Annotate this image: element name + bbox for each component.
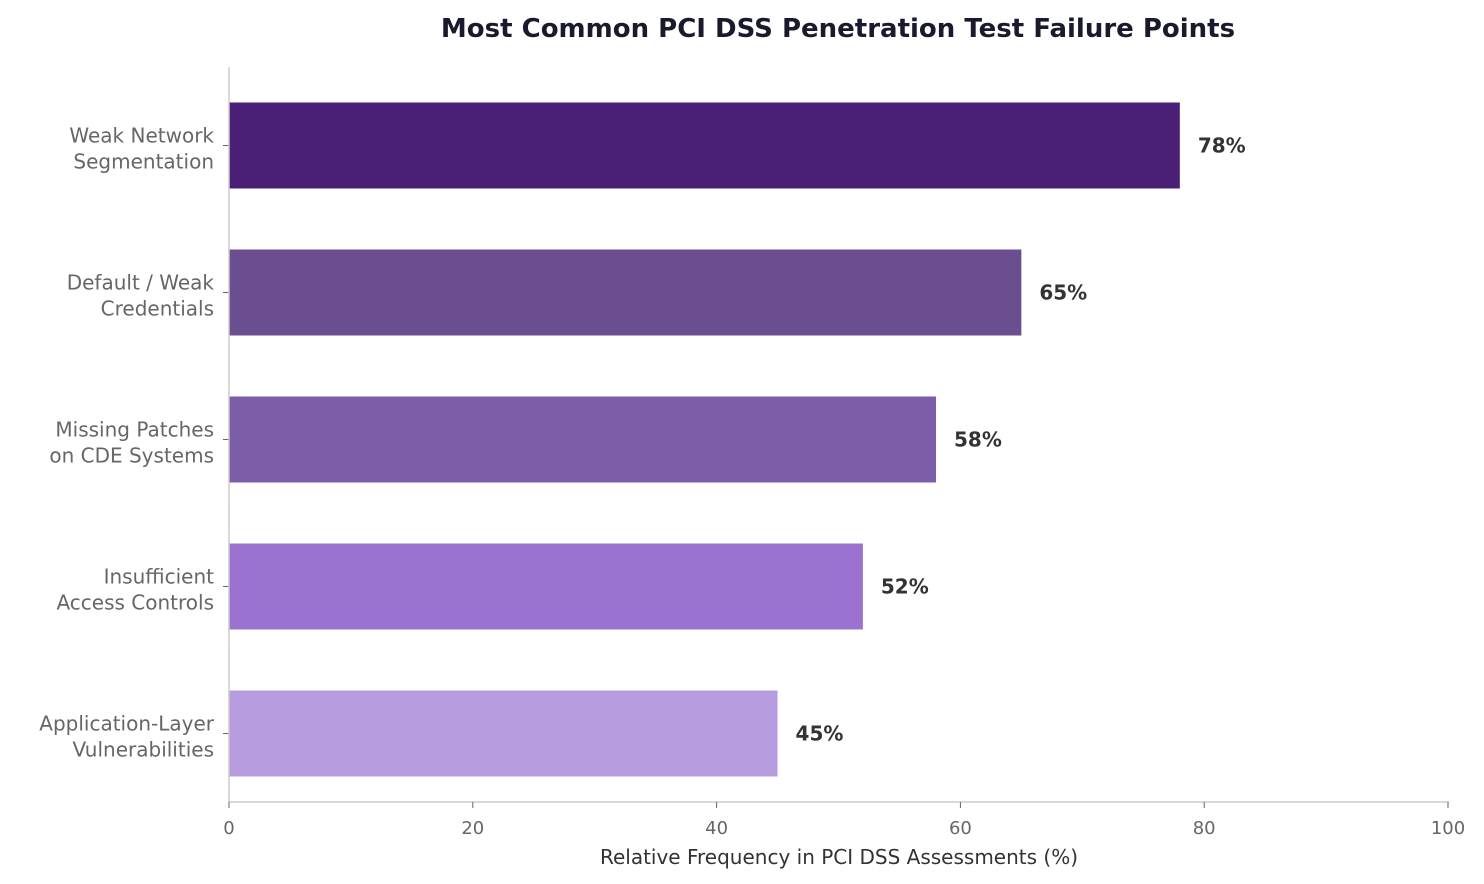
data-label: 65% bbox=[1039, 281, 1087, 305]
data-label: 45% bbox=[796, 722, 844, 746]
x-tick-label: 20 bbox=[461, 818, 484, 839]
bar bbox=[229, 690, 778, 777]
bar bbox=[229, 396, 937, 483]
x-tick-label: 60 bbox=[949, 818, 972, 839]
y-tick-label: Weak Network Segmentation bbox=[69, 124, 214, 174]
bar bbox=[229, 249, 1022, 336]
bar bbox=[229, 543, 863, 630]
x-tick-label: 100 bbox=[1431, 818, 1465, 839]
y-tick-label: Missing Patches on CDE Systems bbox=[49, 418, 214, 468]
data-label: 58% bbox=[954, 428, 1002, 452]
bar bbox=[229, 102, 1180, 189]
chart-title: Most Common PCI DSS Penetration Test Fai… bbox=[441, 14, 1235, 44]
data-label: 78% bbox=[1198, 134, 1246, 158]
y-tick-label: Application-Layer Vulnerabilities bbox=[39, 712, 215, 762]
x-tick-label: 40 bbox=[705, 818, 728, 839]
x-axis-label: Relative Frequency in PCI DSS Assessment… bbox=[600, 845, 1078, 869]
x-tick-label: 80 bbox=[1193, 818, 1216, 839]
y-tick-label: Default / Weak Credentials bbox=[67, 271, 215, 321]
y-tick-label: Insufficient Access Controls bbox=[56, 565, 214, 615]
data-label: 52% bbox=[881, 575, 929, 599]
x-tick-label: 0 bbox=[223, 818, 234, 839]
